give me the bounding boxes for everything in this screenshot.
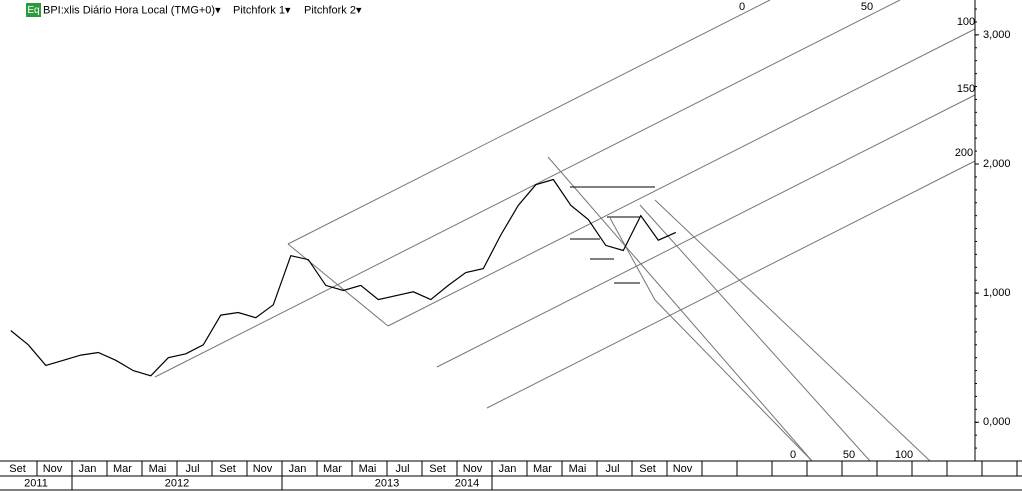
pitchfork-line (436, 94, 976, 368)
y-tick-label: 1,000 (983, 287, 1011, 299)
y-tick-label: 3,000 (983, 29, 1011, 41)
pitchfork-1 (154, 0, 976, 409)
month-label: Mar (323, 463, 342, 475)
symbol-label[interactable]: BPI:xlis Diário Hora Local (TMG+0)▾ (43, 4, 221, 16)
pitchfork-line (154, 0, 901, 378)
month-label: Mai (569, 463, 587, 475)
year-label: 2013 (375, 477, 399, 489)
month-label: Set (429, 463, 446, 475)
tool-label[interactable]: Pitchfork 2▾ (304, 4, 362, 16)
month-label: Jul (395, 463, 409, 475)
month-label: Jan (499, 463, 517, 475)
month-label: Nov (463, 463, 483, 475)
pitchfork-label: 200 (955, 147, 973, 159)
pitchfork-line (654, 199, 931, 462)
month-label: Jan (79, 463, 97, 475)
month-label: Mai (359, 463, 377, 475)
month-label: Nov (43, 463, 63, 475)
pitchfork-line (654, 299, 813, 462)
year-label: 2011 (24, 477, 48, 489)
pitchfork-label: 0 (739, 1, 745, 13)
pitchfork-label: 100 (957, 16, 975, 28)
y-tick-label: 0,000 (983, 416, 1011, 428)
pitchfork-line (547, 156, 813, 462)
pitchfork-2 (547, 156, 931, 462)
pitchfork-label: 150 (957, 83, 975, 95)
month-label: Mai (149, 463, 167, 475)
month-label: Nov (673, 463, 693, 475)
pitchfork-label: 50 (843, 449, 855, 461)
tool-label[interactable]: Pitchfork 1▾ (233, 4, 291, 16)
pitchfork-handle (609, 217, 656, 301)
month-label: Set (639, 463, 656, 475)
month-label: Nov (253, 463, 273, 475)
year-label: 2014 (455, 477, 479, 489)
pitchfork-label: 0 (790, 449, 796, 461)
pitchfork-line (639, 204, 871, 462)
y-tick-label: 2,000 (983, 158, 1011, 170)
badge (26, 3, 41, 17)
pitchfork-label: 100 (895, 449, 913, 461)
pitchfork-line (486, 160, 976, 409)
month-label: Mar (533, 463, 552, 475)
pitchfork-line (387, 28, 976, 327)
pitchfork-handle (287, 243, 389, 327)
pitchfork-line (287, 0, 771, 245)
month-label: Set (9, 463, 26, 475)
month-label: Jul (185, 463, 199, 475)
month-label: Set (219, 463, 236, 475)
price-line (10, 178, 677, 377)
year-label: 2012 (165, 477, 189, 489)
month-label: Mar (113, 463, 132, 475)
month-label: Jul (605, 463, 619, 475)
month-label: Jan (289, 463, 307, 475)
badge-text: Eq (27, 5, 39, 16)
pitchfork-label: 50 (861, 1, 873, 13)
